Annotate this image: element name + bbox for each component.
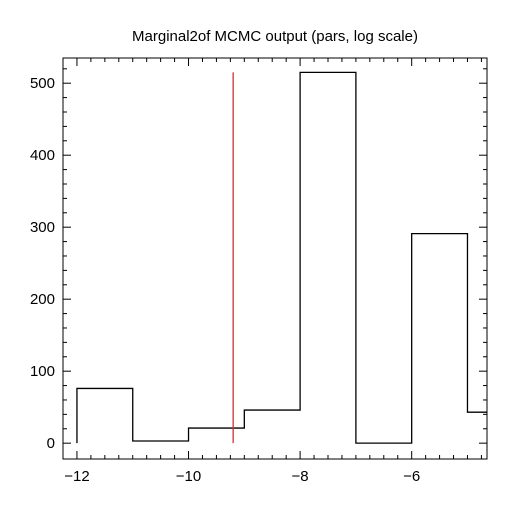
chart-title: Marginal2of MCMC output (pars, log scale… xyxy=(132,28,418,45)
y-tick-label: 0 xyxy=(47,435,55,452)
axis-ticks xyxy=(63,58,487,459)
y-tick-label: 400 xyxy=(30,147,55,164)
y-tick-label: 300 xyxy=(30,219,55,236)
y-tick-label: 500 xyxy=(30,75,55,92)
axis-tick-labels: −12 −10 −8 −6 0 100 200 300 400 500 xyxy=(30,75,420,485)
x-tick-label: −10 xyxy=(176,468,201,485)
x-tick-label: −12 xyxy=(64,468,89,485)
y-tick-label: 100 xyxy=(30,363,55,380)
x-tick-label: −6 xyxy=(403,468,420,485)
histogram-outline xyxy=(76,71,487,444)
y-tick-label: 200 xyxy=(30,291,55,308)
plot-frame xyxy=(62,57,488,460)
x-tick-label: −8 xyxy=(292,468,309,485)
